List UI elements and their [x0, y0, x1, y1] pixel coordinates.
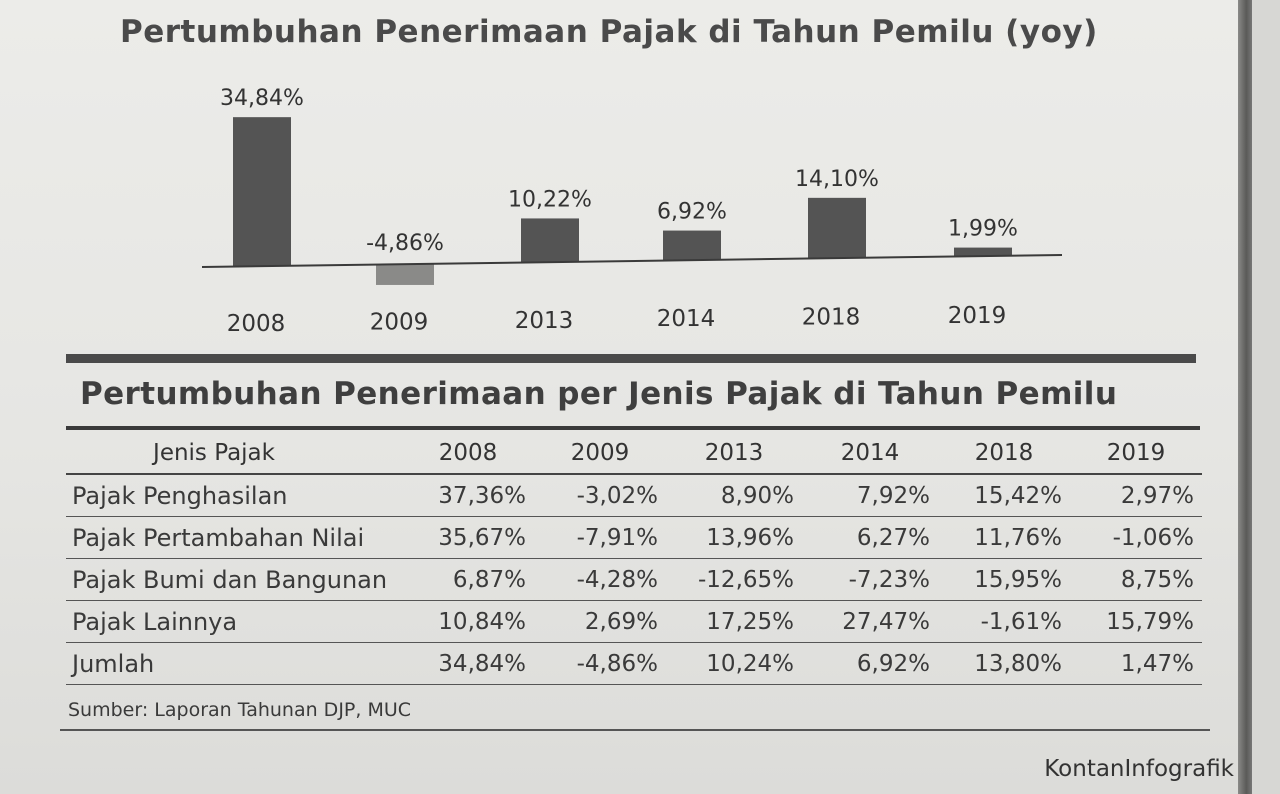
row-label: Pajak Penghasilan: [66, 474, 402, 517]
value-label-2013: 10,22%: [508, 187, 592, 212]
photo-background: [1252, 0, 1280, 794]
table-cell: 6,27%: [802, 516, 938, 559]
table-row: Pajak Bumi dan Bangunan 6,87% -4,28% -12…: [66, 558, 1202, 601]
table-cell: -7,23%: [802, 558, 938, 601]
table-cell: 2,97%: [1070, 474, 1202, 517]
table-title: Pertumbuhan Penerimaan per Jenis Pajak d…: [80, 376, 1118, 412]
credit-logo: KontanInfografik: [1044, 756, 1234, 782]
row-label: Pajak Bumi dan Bangunan: [66, 558, 402, 601]
table-cell: -7,91%: [534, 516, 666, 559]
table-cell: 13,96%: [666, 516, 802, 559]
table-cell: 8,90%: [666, 474, 802, 517]
table-cell: 15,79%: [1070, 600, 1202, 643]
table-cell: 11,76%: [938, 516, 1070, 559]
table-cell: 8,75%: [1070, 558, 1202, 601]
table-row: Pajak Pertambahan Nilai 35,67% -7,91% 13…: [66, 516, 1202, 559]
table-cell: 15,95%: [938, 558, 1070, 601]
x-tick-label-2019: 2019: [948, 303, 1007, 329]
row-label: Pajak Lainnya: [66, 600, 402, 643]
bar-2009: [376, 264, 434, 285]
bar-2013: [521, 218, 579, 263]
x-tick-label-2014: 2014: [657, 306, 716, 332]
x-tick-label-2009: 2009: [370, 309, 429, 335]
table-cell: 10,24%: [666, 642, 802, 685]
column-header-2009: 2009: [534, 432, 666, 475]
column-header-2018: 2018: [938, 432, 1070, 475]
table-cell: 15,42%: [938, 474, 1070, 517]
bar-chart: 34,84% 2008 -4,86% 2009 10,22% 2013 6,92% 2014 1…: [201, 86, 1063, 337]
column-header-2013: 2013: [666, 432, 802, 475]
page-edge: [1238, 0, 1252, 794]
table-cell: -3,02%: [534, 474, 666, 517]
table-cell: 17,25%: [666, 600, 802, 643]
value-label-2009: -4,86%: [366, 231, 444, 256]
column-header-2008: 2008: [402, 432, 534, 475]
x-tick-label-2013: 2013: [515, 308, 574, 334]
table-row: Pajak Lainnya 10,84% 2,69% 17,25% 27,47%…: [66, 600, 1202, 643]
bar-2019: [954, 247, 1012, 257]
table-cell: 35,67%: [402, 516, 534, 559]
bar-2008: [233, 117, 291, 267]
table-cell: 7,92%: [802, 474, 938, 517]
value-label-2008: 34,84%: [220, 86, 304, 111]
table-cell: 10,84%: [402, 600, 534, 643]
bar-2014: [663, 230, 721, 261]
table-cell: -1,06%: [1070, 516, 1202, 559]
table-cell: 27,47%: [802, 600, 938, 643]
table-top-rule: [66, 426, 1200, 430]
baseline-axis: [201, 254, 1063, 268]
table-cell: -4,28%: [534, 558, 666, 601]
value-label-2014: 6,92%: [657, 200, 727, 225]
x-tick-label-2008: 2008: [227, 311, 286, 337]
value-label-2019: 1,99%: [948, 217, 1018, 242]
table-header-row: Jenis Pajak 2008 2009 2013 2014 2018 201…: [66, 432, 1202, 475]
value-label-2018: 14,10%: [795, 167, 879, 192]
tax-table: Jenis Pajak 2008 2009 2013 2014 2018 201…: [66, 432, 1202, 685]
column-header-2014: 2014: [802, 432, 938, 475]
table-cell: 6,87%: [402, 558, 534, 601]
column-header-jenis-pajak: Jenis Pajak: [66, 432, 402, 475]
table-cell: 1,47%: [1070, 642, 1202, 685]
table-row-total: Jumlah 34,84% -4,86% 10,24% 6,92% 13,80%…: [66, 642, 1202, 685]
x-tick-label-2018: 2018: [802, 305, 861, 331]
row-label: Pajak Pertambahan Nilai: [66, 516, 402, 559]
table-cell: -1,61%: [938, 600, 1070, 643]
row-label: Jumlah: [66, 642, 402, 685]
column-header-2019: 2019: [1070, 432, 1202, 475]
chart-title: Pertumbuhan Penerimaan Pajak di Tahun Pe…: [120, 14, 1098, 50]
bar-2018: [808, 197, 866, 259]
table-bottom-rule: [60, 729, 1210, 731]
table-cell: 37,36%: [402, 474, 534, 517]
section-divider: [66, 354, 1196, 363]
table-cell: 6,92%: [802, 642, 938, 685]
table-row: Pajak Penghasilan 37,36% -3,02% 8,90% 7,…: [66, 474, 1202, 517]
table-cell: -12,65%: [666, 558, 802, 601]
source-note: Sumber: Laporan Tahunan DJP, MUC: [68, 699, 412, 721]
table-cell: 2,69%: [534, 600, 666, 643]
table-cell: 13,80%: [938, 642, 1070, 685]
table-cell: 34,84%: [402, 642, 534, 685]
table-cell: -4,86%: [534, 642, 666, 685]
